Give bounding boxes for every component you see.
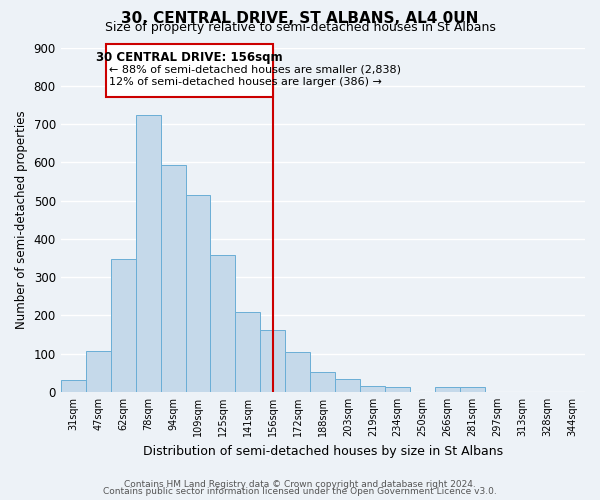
Bar [260, 330, 286, 392]
Text: Contains HM Land Registry data © Crown copyright and database right 2024.: Contains HM Land Registry data © Crown c… [124, 480, 476, 489]
FancyBboxPatch shape [106, 44, 273, 98]
Bar [385, 388, 410, 392]
Bar [211, 254, 235, 392]
Bar [335, 380, 360, 392]
Text: 30 CENTRAL DRIVE: 156sqm: 30 CENTRAL DRIVE: 156sqm [96, 52, 283, 64]
Bar [435, 388, 460, 392]
X-axis label: Distribution of semi-detached houses by size in St Albans: Distribution of semi-detached houses by … [143, 444, 503, 458]
Text: 12% of semi-detached houses are larger (386) →: 12% of semi-detached houses are larger (… [109, 78, 382, 88]
Bar [286, 352, 310, 392]
Bar [460, 388, 485, 392]
Bar [61, 380, 86, 392]
Bar [310, 372, 335, 392]
Bar [110, 259, 136, 392]
Text: 30, CENTRAL DRIVE, ST ALBANS, AL4 0UN: 30, CENTRAL DRIVE, ST ALBANS, AL4 0UN [121, 11, 479, 26]
Y-axis label: Number of semi-detached properties: Number of semi-detached properties [15, 110, 28, 329]
Bar [86, 350, 110, 392]
Bar [360, 386, 385, 392]
Text: ← 88% of semi-detached houses are smaller (2,838): ← 88% of semi-detached houses are smalle… [109, 64, 401, 74]
Bar [136, 115, 161, 392]
Text: Contains public sector information licensed under the Open Government Licence v3: Contains public sector information licen… [103, 488, 497, 496]
Bar [161, 164, 185, 392]
Bar [235, 312, 260, 392]
Text: Size of property relative to semi-detached houses in St Albans: Size of property relative to semi-detach… [104, 22, 496, 35]
Bar [185, 195, 211, 392]
